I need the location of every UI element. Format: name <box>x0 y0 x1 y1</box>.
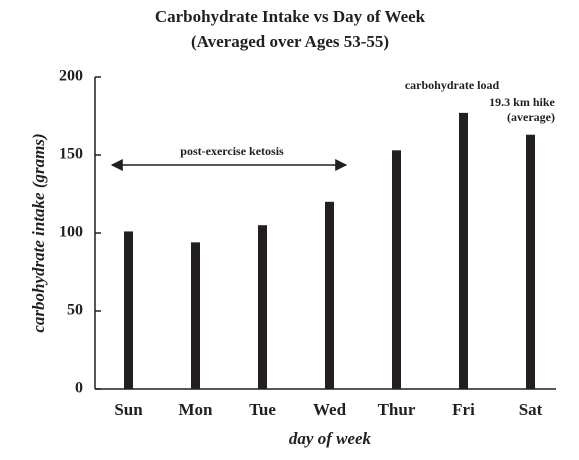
bar <box>325 201 334 389</box>
x-tick-label: Mon <box>179 400 214 419</box>
bar <box>191 242 200 389</box>
y-tick-label: 200 <box>59 68 83 85</box>
chart-title: Carbohydrate Intake vs Day of Week <box>155 7 426 26</box>
y-tick-label: 0 <box>75 380 83 397</box>
x-tick-label: Sun <box>114 400 143 419</box>
bar <box>459 112 468 389</box>
x-tick-label: Wed <box>313 400 347 419</box>
x-axis-label: day of week <box>289 429 372 448</box>
x-tick-label: Sat <box>519 400 543 419</box>
x-tick-label: Thur <box>378 400 416 419</box>
x-tick-label: Fri <box>452 400 475 419</box>
y-tick-label: 150 <box>59 146 83 163</box>
bar <box>392 150 401 389</box>
y-tick-label: 100 <box>59 224 83 241</box>
annotation: (average) <box>507 110 555 124</box>
chart-subtitle: (Averaged over Ages 53-55) <box>191 32 389 51</box>
y-axis-label: carbohydrate intake (grams) <box>29 133 48 332</box>
bar <box>124 231 133 389</box>
annotation: carbohydrate load <box>405 78 500 92</box>
y-tick-label: 50 <box>67 302 83 319</box>
bar <box>526 134 535 389</box>
x-tick-label: Tue <box>249 400 276 419</box>
annotation: post-exercise ketosis <box>180 144 284 158</box>
annotation: 19.3 km hike <box>489 95 555 109</box>
bar <box>258 225 267 389</box>
